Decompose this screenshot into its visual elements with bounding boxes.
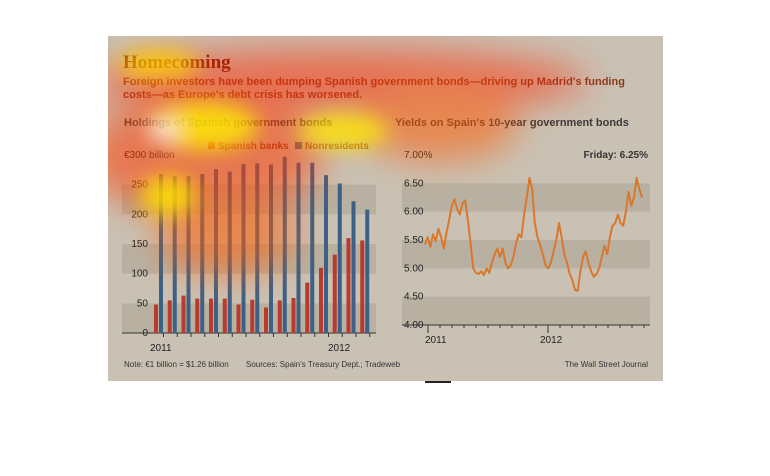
grid-band bbox=[402, 240, 650, 269]
bar-nonresidents bbox=[200, 173, 205, 333]
holdings-chart-title: Holdings of Spanish government bonds bbox=[124, 117, 333, 129]
bar-nonresidents bbox=[214, 169, 218, 333]
y-tick-label: 6.00 bbox=[404, 207, 424, 218]
bar-nonresidents bbox=[227, 171, 232, 333]
y-tick-label: €300 billion bbox=[124, 150, 175, 161]
bar-nonresidents bbox=[172, 176, 177, 333]
bar-nonresidents bbox=[365, 209, 370, 333]
legend-label-spanish-banks: Spanish banks bbox=[218, 141, 289, 152]
bar-spanish-banks bbox=[360, 240, 365, 333]
page-subtitle: Foreign investors have been dumping Span… bbox=[123, 76, 625, 101]
bar-spanish-banks bbox=[222, 298, 227, 333]
yields-chart-title: Yields on Spain's 10-year government bon… bbox=[395, 117, 629, 129]
bar-nonresidents bbox=[351, 201, 356, 333]
y-tick-label: 250 bbox=[131, 180, 148, 191]
page-title: Homecoming bbox=[123, 52, 231, 73]
y-tick-label: 150 bbox=[131, 239, 148, 250]
x-tick-label: 2011 bbox=[425, 335, 447, 346]
bar-spanish-banks bbox=[167, 300, 172, 333]
bar-spanish-banks bbox=[264, 307, 268, 333]
yields-line-chart: 4.004.505.005.506.006.507.00%2011 2012Fri… bbox=[402, 150, 650, 346]
bar-spanish-banks bbox=[250, 299, 255, 333]
chart-panel: Homecoming Foreign investors have been d… bbox=[108, 36, 663, 381]
bar-nonresidents bbox=[324, 175, 328, 333]
bar-spanish-banks bbox=[346, 238, 351, 333]
bar-nonresidents bbox=[269, 164, 273, 333]
bar-nonresidents bbox=[310, 162, 315, 333]
bar-nonresidents bbox=[255, 163, 260, 333]
bar-nonresidents bbox=[159, 173, 163, 333]
x-tick-label: 2012 bbox=[328, 343, 351, 354]
bar-spanish-banks bbox=[181, 295, 186, 333]
bar-nonresidents bbox=[337, 183, 342, 333]
yield-series-line bbox=[424, 176, 643, 292]
grid-band bbox=[402, 296, 650, 325]
legend-swatch-spanish-banks bbox=[208, 142, 215, 149]
bar-nonresidents bbox=[186, 176, 191, 333]
footer-note: Note: €1 billion = $1.26 billion bbox=[124, 360, 229, 369]
bar-spanish-banks bbox=[291, 297, 296, 333]
y-tick-label: 100 bbox=[131, 269, 148, 280]
y-tick-label: 5.00 bbox=[404, 263, 424, 274]
holdings-bar-chart: 050100150200250€300 billion20112012Spani… bbox=[122, 141, 376, 354]
x-tick-label: 2012 bbox=[540, 335, 563, 346]
bar-spanish-banks bbox=[154, 304, 158, 333]
x-tick-label: 2011 bbox=[150, 343, 172, 354]
bar-spanish-banks bbox=[195, 298, 200, 333]
legend-label-nonresidents: Nonresidents bbox=[305, 141, 369, 152]
bar-nonresidents bbox=[282, 156, 287, 333]
bar-spanish-banks bbox=[332, 254, 337, 333]
y-tick-label: 4.50 bbox=[404, 292, 424, 303]
bar-nonresidents bbox=[241, 163, 246, 333]
bar-nonresidents bbox=[296, 162, 301, 333]
footer-sources: Sources: Spain's Treasury Dept.; Tradewe… bbox=[246, 360, 401, 369]
bar-spanish-banks bbox=[277, 300, 282, 333]
y-tick-label: 5.50 bbox=[404, 235, 424, 246]
y-tick-label: 7.00% bbox=[404, 150, 432, 161]
footer-credit: The Wall Street Journal bbox=[564, 360, 648, 369]
legend-swatch-nonresidents bbox=[295, 142, 302, 149]
friday-yield-annotation: Friday: 6.25% bbox=[584, 150, 649, 161]
y-tick-label: 50 bbox=[137, 298, 149, 309]
bar-spanish-banks bbox=[236, 304, 241, 333]
y-tick-label: 200 bbox=[131, 209, 148, 220]
bar-spanish-banks bbox=[319, 267, 323, 333]
page-indicator bbox=[425, 381, 451, 383]
bar-spanish-banks bbox=[305, 282, 310, 333]
bar-spanish-banks bbox=[209, 298, 213, 333]
y-tick-label: 6.50 bbox=[404, 178, 424, 189]
